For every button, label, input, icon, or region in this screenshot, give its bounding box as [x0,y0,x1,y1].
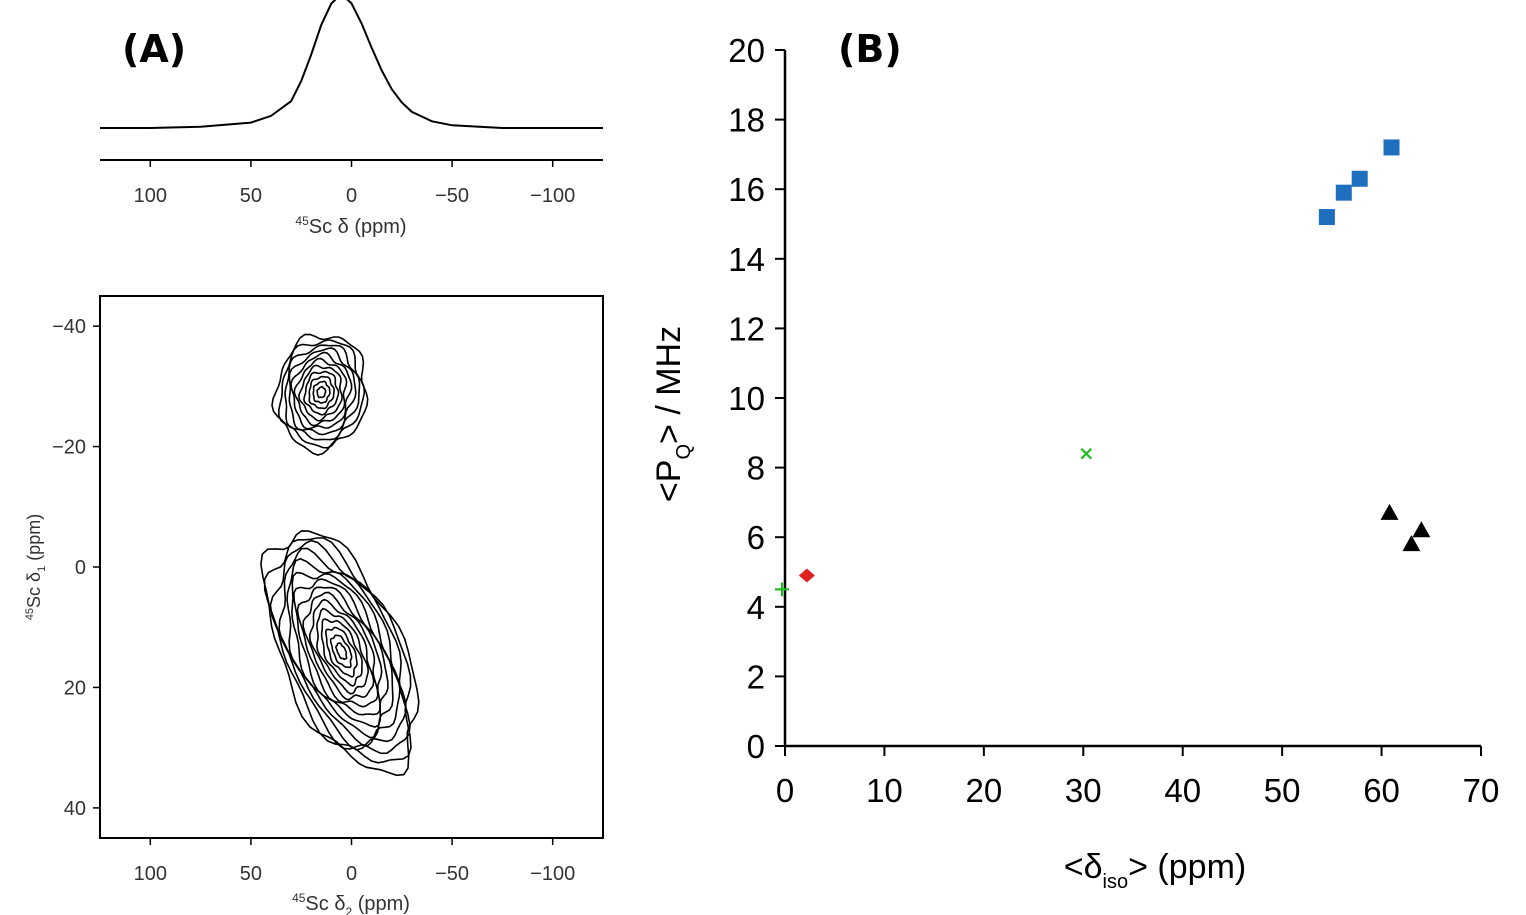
scatter-ylabel: <PQ> / MHz [650,326,695,502]
scatter-point-plus [775,582,790,597]
scatter-y-tick-label: 10 [728,380,765,417]
scatter-point-square [1351,170,1368,187]
contour-line [312,380,331,404]
scatter-x-tick-label: 20 [965,772,1002,809]
scatter-x-tick-label: 60 [1363,772,1400,809]
spectrum-2d-x-tick-label: 0 [346,863,357,885]
scatter-x-tick-label: 10 [866,772,903,809]
contour-line [296,586,383,716]
scatter-point-x [1080,447,1093,460]
spectrum-1d-tick-label: 0 [346,185,357,207]
contour-line [320,618,363,687]
scatter-x-tick-label: 40 [1164,772,1201,809]
contour-line [293,357,348,427]
spectrum-2d-contours [260,333,420,777]
spectrum-1d: 100 50 0 −50 −100 45Sc δ (ppm) [100,0,603,238]
scatter-y-tick-label: 8 [747,450,765,487]
contour-line [316,385,327,399]
scatter-y-tick-label: 14 [728,241,765,278]
spectrum-2d-y-tick-label: −20 [52,437,86,459]
spectrum-1d-tick-label: 100 [134,185,167,207]
scatter-x-tick-label: 70 [1463,772,1500,809]
spectrum-1d-tick-label: −100 [530,185,575,207]
scatter-x-tick-label: 0 [776,772,794,809]
contour-line [308,598,375,701]
contour-line [303,370,340,416]
scatter-x-tick-label: 50 [1264,772,1301,809]
scatter-x-tick-label: 30 [1065,772,1102,809]
spectrum-2d-ylabel: 45Sc δ1 (ppm) [24,514,48,620]
spectrum-2d-xlabel: 45Sc δ2 (ppm) [292,891,410,915]
scatter-y-tick-label: 4 [747,589,765,626]
contour-line [286,557,401,747]
contour-line [293,578,389,728]
spectrum-1d-trace [100,0,603,129]
scatter-xlabel: <δiso> (ppm) [1064,848,1246,893]
spectrum-2d-x-tick-label: −50 [435,863,469,885]
scatter-y-tick-label: 6 [747,519,765,556]
spectrum-2d: 100 50 0 −50 −100 −40 −20 0 20 40 45Sc δ2 (ppm) 4… [24,295,604,915]
contour-line [260,530,420,777]
spectrum-2d-y-tick-label: 20 [64,677,86,699]
contour-line [288,347,357,436]
scatter-point-diamond [798,568,815,583]
contour-line [277,339,366,449]
scatter-y-tick-label: 2 [747,658,765,695]
scatter-y-tick-label: 12 [728,310,765,347]
panel-b-label: (B) [838,27,902,71]
contour-line [302,591,379,708]
contour-line [290,351,353,430]
contour-line [335,642,348,661]
panel-a-label: (A) [122,27,186,71]
scatter-y-tick-label: 18 [728,102,765,139]
contour-line [284,344,361,441]
scatter-point-triangle [1412,521,1431,538]
spectrum-2d-x-tick-label: 50 [240,863,262,885]
contour-line [269,539,411,755]
contour-line [291,571,394,739]
spectrum-1d-tick-label: 50 [240,185,262,207]
scatter-point-square [1335,184,1352,201]
spectrum-1d-tick-label: −50 [435,185,469,207]
scatter-point-square [1383,139,1400,156]
spectrum-2d-y-tick-label: 0 [75,557,86,579]
scatter-point-square [1318,209,1335,226]
spectrum-1d-xlabel: 45Sc δ (ppm) [295,214,406,238]
scatter-y-tick-label: 20 [728,32,765,69]
spectrum-2d-x-tick-label: 100 [134,863,167,885]
scatter-chart: 0 10 20 30 40 50 60 70 0 2 4 6 8 10 12 14 16 18 20 <δiso> … [650,32,1499,893]
spectrum-2d-x-tick-label: −100 [530,863,575,885]
contour-line [329,634,353,669]
spectrum-2d-y-tick-label: 40 [64,798,86,820]
contour-line [308,375,335,410]
scatter-y-tick-label: 0 [747,728,765,765]
contour-line [324,626,358,678]
contour-line [298,364,343,422]
scatter-y-tick-label: 16 [728,171,765,208]
scatter-point-triangle [1380,503,1399,520]
contour-line [263,537,412,764]
contour-line [316,608,369,695]
scatter-point-triangle [1402,535,1421,552]
spectrum-2d-y-tick-label: −40 [52,316,86,338]
